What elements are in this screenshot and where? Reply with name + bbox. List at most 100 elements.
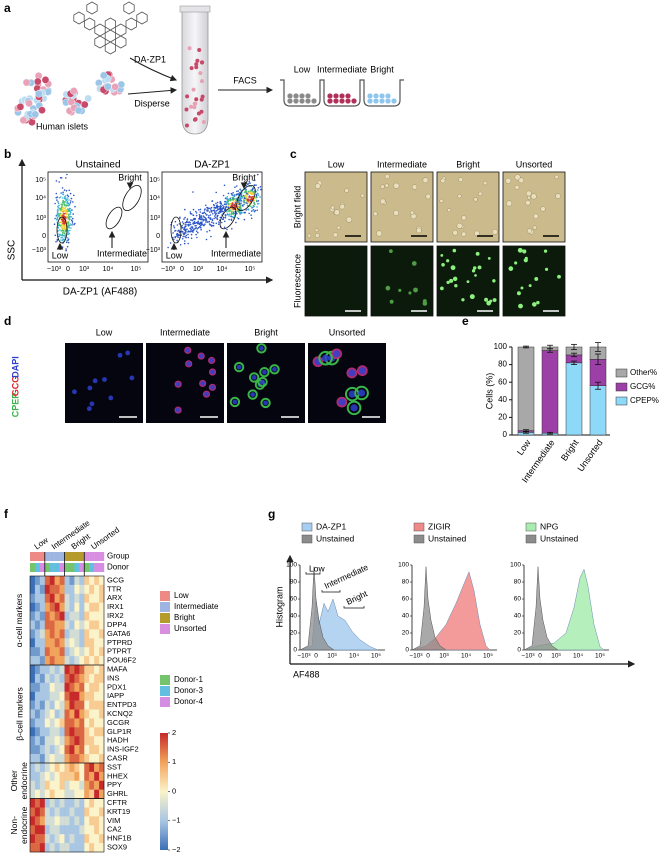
heatmap-cell <box>99 593 105 603</box>
heatmap-cell <box>54 789 60 799</box>
heatmap-cell <box>44 620 50 630</box>
heatmap-cell <box>39 620 45 630</box>
heatmap-cell <box>39 602 45 612</box>
heatmap-cell <box>74 843 80 853</box>
heatmap-cell <box>59 754 65 764</box>
fluorescent-cell <box>413 287 418 293</box>
nucleus <box>129 375 135 381</box>
event-dot <box>61 226 63 229</box>
brightfield-cell <box>384 183 389 188</box>
event-dot <box>200 215 202 217</box>
heatmap-cell <box>34 727 41 737</box>
event-dot <box>210 225 213 227</box>
heatmap-cell <box>99 762 105 773</box>
heatmap-cell <box>44 665 50 675</box>
column-header: Bright <box>254 327 278 337</box>
event-dot <box>242 204 244 206</box>
heatmap-cell <box>74 647 80 657</box>
fluorescent-cell <box>492 298 497 303</box>
heatmap-cell <box>44 789 50 799</box>
legend-swatch <box>160 624 170 634</box>
nucleus <box>185 347 191 353</box>
heatmap-cell <box>89 807 95 817</box>
column-header: Unsorted <box>329 327 366 337</box>
gene-label: VIM <box>107 816 120 825</box>
group-annotation <box>79 552 85 561</box>
event-dot <box>61 223 63 226</box>
heatmap-cell <box>30 762 36 773</box>
fluorescent-cell <box>411 261 417 266</box>
event-dot <box>193 218 195 221</box>
heatmap-cell <box>89 576 95 586</box>
event-dot <box>253 210 256 213</box>
event-dot <box>63 209 66 212</box>
event-dot <box>70 215 73 218</box>
heatmap-cell <box>94 843 100 853</box>
stain-label: CPEP <box>10 393 20 418</box>
heatmap-cell <box>54 665 60 675</box>
event-dot <box>70 200 72 202</box>
gene-label: TTR <box>107 584 122 593</box>
x-tick-label: 10⁴ <box>217 266 228 273</box>
legend-label: Unstained <box>540 533 579 543</box>
gene-label: DPP4 <box>107 620 127 629</box>
heatmap-cell <box>99 665 105 675</box>
event-dot <box>227 205 230 207</box>
heatmap-cell <box>34 629 41 639</box>
heatmap-cell <box>49 602 55 612</box>
stained-cell <box>229 396 241 408</box>
heatmap-cell <box>84 673 90 684</box>
heatmap-cell <box>64 754 70 764</box>
event-dot <box>253 179 255 182</box>
heatmap-cell <box>64 745 70 755</box>
nucleus <box>209 384 215 390</box>
event-dot <box>229 202 232 205</box>
heatmap-cell <box>39 611 45 621</box>
sorted-cell <box>287 92 294 99</box>
heatmap-cell <box>94 638 100 648</box>
heatmap-cell <box>34 745 41 755</box>
fluorescent-cell <box>422 299 427 304</box>
heatmap-cell <box>39 673 45 684</box>
event-dot <box>226 211 228 213</box>
event-dot <box>62 197 64 199</box>
sorted-cell <box>299 92 306 99</box>
panel-letter: f <box>4 507 9 521</box>
heatmap-cell <box>89 789 95 799</box>
event-dot <box>197 226 200 229</box>
fluorescent-cell <box>522 249 527 254</box>
heatmap-cell <box>44 736 50 746</box>
gate-label: Bright <box>345 588 370 607</box>
event-dot <box>184 226 186 228</box>
event-dot <box>248 212 250 215</box>
nucleus <box>87 385 93 391</box>
event-dot <box>205 219 208 221</box>
event-dot <box>187 221 189 224</box>
heatmap-cell <box>84 727 90 737</box>
stain-image <box>146 343 224 423</box>
event-dot <box>227 213 229 216</box>
heatmap-cell <box>39 825 45 835</box>
heatmap-cell <box>34 798 41 808</box>
event-dot <box>56 199 58 201</box>
legend-swatch <box>160 686 170 696</box>
heatmap-cell <box>74 780 80 790</box>
event-dot <box>67 241 70 244</box>
heatmap-cell <box>79 798 85 808</box>
nucleus <box>72 389 77 395</box>
event-dot <box>252 209 254 212</box>
heatmap-cell <box>39 718 45 728</box>
heatmap-cell <box>44 673 50 684</box>
heatmap-cell <box>34 700 41 710</box>
event-dot <box>246 192 248 195</box>
legend-label: ZIGIR <box>428 521 451 531</box>
heatmap-cell <box>94 825 100 835</box>
heatmap-cell <box>99 745 105 755</box>
y-tick-label: 10³ <box>150 215 161 222</box>
event-dot <box>58 235 60 237</box>
heatmap-cell <box>99 682 105 692</box>
event-dot <box>63 204 66 207</box>
brightfield-cell <box>527 228 533 234</box>
event-dot <box>216 218 219 221</box>
group-annotation <box>64 552 70 561</box>
